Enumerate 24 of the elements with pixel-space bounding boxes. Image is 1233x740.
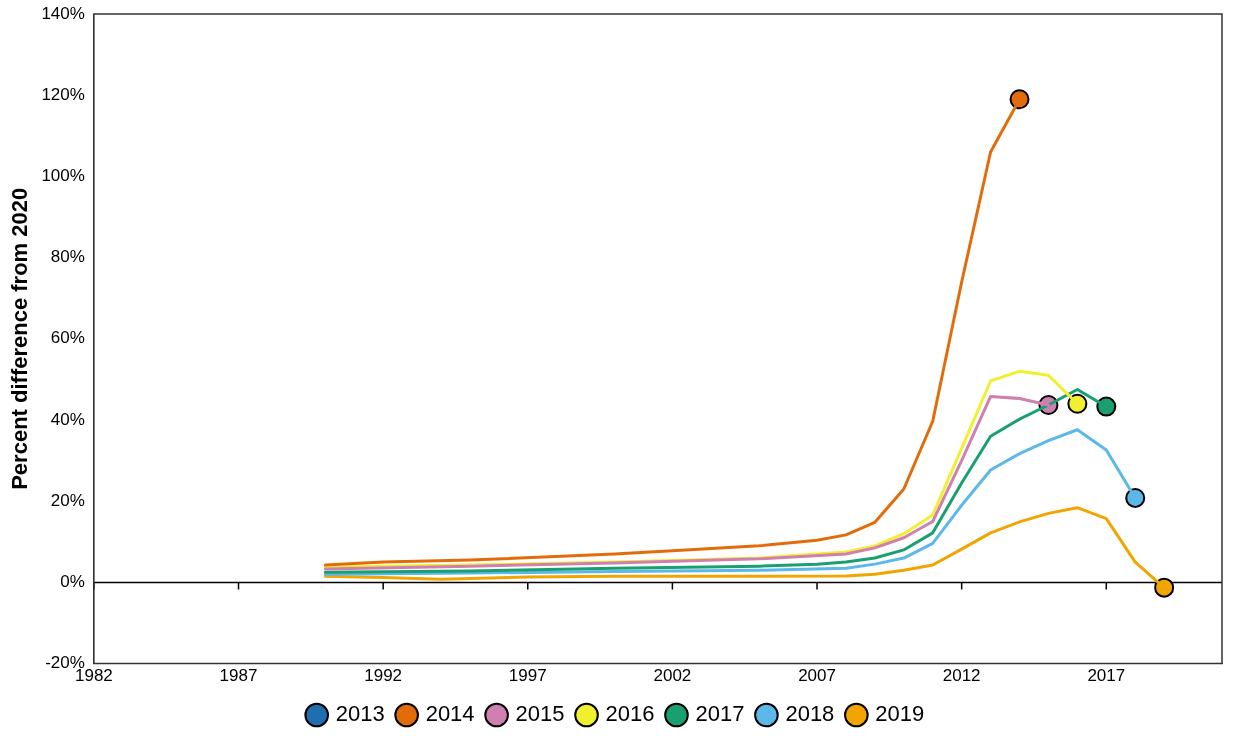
x-tick-label: 2012	[942, 666, 981, 686]
legend-label: 2015	[515, 701, 565, 727]
y-tick-label: 100%	[41, 166, 85, 186]
y-tick-label: 80%	[50, 247, 85, 267]
y-tick-label: 120%	[41, 84, 85, 104]
y-axis-title: Percent difference from 2020	[7, 187, 33, 490]
legend-label: 2017	[695, 701, 745, 727]
x-tick-label: 1987	[219, 666, 258, 686]
legend-label: 2018	[785, 701, 835, 727]
y-tick-label: 60%	[50, 328, 85, 348]
x-tick-label: 2017	[1087, 666, 1126, 686]
legend-label: 2014	[425, 701, 475, 727]
y-tick-label: 40%	[50, 409, 85, 429]
y-tick-label: 140%	[41, 3, 85, 23]
point	[1125, 487, 1146, 508]
legend-label: 2016	[605, 701, 655, 727]
legend-label: 2019	[875, 701, 925, 727]
x-tick-label: 1997	[508, 666, 547, 686]
x-tick-label: 1992	[364, 666, 403, 686]
y-tick-label: 20%	[50, 490, 85, 510]
x-tick-label: 2002	[653, 666, 692, 686]
y-tick-label: 0%	[60, 572, 85, 592]
x-tick-label: 2007	[798, 666, 836, 686]
legend-label: 2013	[335, 701, 385, 727]
